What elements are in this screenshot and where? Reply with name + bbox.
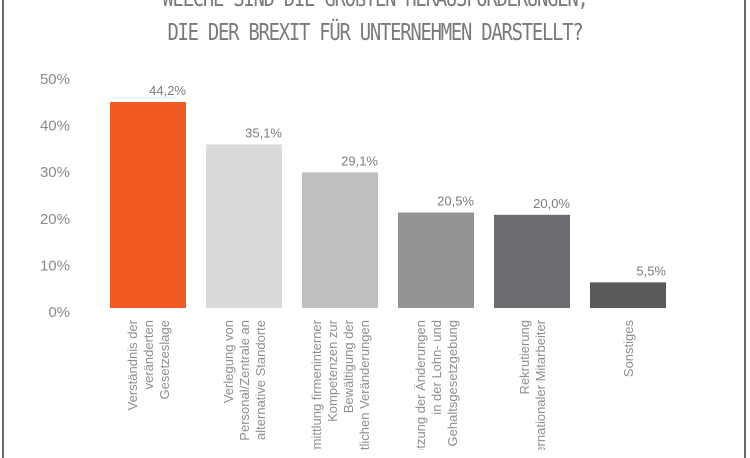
category-label: Sonstiges bbox=[621, 320, 636, 378]
category-label-line: alternative Standorte bbox=[253, 320, 268, 440]
bar bbox=[590, 282, 666, 308]
y-tick-label: 50% bbox=[40, 71, 70, 88]
data-label: 35,1% bbox=[245, 125, 282, 140]
category-label-line: Personal/Zentrale an bbox=[237, 320, 252, 441]
category-label-line: Rekrutierung bbox=[517, 320, 532, 394]
category-label-line: Verlegung von bbox=[221, 320, 236, 403]
data-label: 20,0% bbox=[533, 196, 570, 211]
bar bbox=[494, 214, 570, 308]
category-label: Verständnis der veränderten Gesetzeslage bbox=[125, 319, 172, 410]
bar bbox=[206, 144, 282, 308]
category-label: Umsetzung der Änderungen in der Lohn- und… bbox=[413, 320, 460, 450]
category-label-line: Kompetenzen zur bbox=[325, 319, 340, 422]
data-label: 20,5% bbox=[437, 193, 474, 208]
category-label-line: Sonstiges bbox=[621, 320, 636, 378]
category-label: Vermittlung firmeninterner Kompetenzen zu… bbox=[309, 319, 372, 450]
y-tick-label: 10% bbox=[40, 257, 70, 274]
data-label: 44,2% bbox=[149, 83, 186, 98]
category-label-line: internationaler Mitarbeiter bbox=[533, 319, 548, 450]
chart-title-line-1: WELCHE SIND DIE GRÖßTEN HERAUSFORDERUNGE… bbox=[68, 0, 683, 12]
category-label-line: Verständnis der bbox=[125, 319, 140, 410]
category-label-line: Vermittlung firmeninterner bbox=[309, 319, 324, 450]
bar bbox=[110, 102, 186, 308]
category-label-line: Umsetzung der Änderungen bbox=[413, 320, 428, 450]
category-label: Rekrutierung internationaler Mitarbeiter bbox=[517, 319, 548, 450]
data-label: 5,5% bbox=[636, 263, 666, 278]
bar bbox=[302, 172, 378, 308]
y-tick-label: 40% bbox=[40, 118, 70, 135]
category-label-line: in der Lohn- und bbox=[429, 320, 444, 415]
chart-title-line-2: DIE DER BREXIT FÜR UNTERNEHMEN DARSTELLT… bbox=[167, 20, 583, 46]
data-label: 29,1% bbox=[341, 153, 378, 168]
category-label-line: Gehaltsgesetzgebung bbox=[445, 320, 460, 446]
category-label-line: Bewältigung der bbox=[341, 319, 356, 413]
category-label-line: Gesetzeslage bbox=[157, 320, 172, 400]
category-label-line: rechtlichen Veränderungen bbox=[357, 320, 372, 450]
y-tick-label: 0% bbox=[48, 304, 70, 321]
y-tick-label: 30% bbox=[40, 164, 70, 181]
category-label: Verlegung von Personal/Zentrale an alterna… bbox=[221, 320, 268, 441]
category-label-line: veränderten bbox=[141, 320, 156, 389]
y-tick-label: 20% bbox=[40, 211, 70, 228]
bar bbox=[398, 212, 474, 308]
